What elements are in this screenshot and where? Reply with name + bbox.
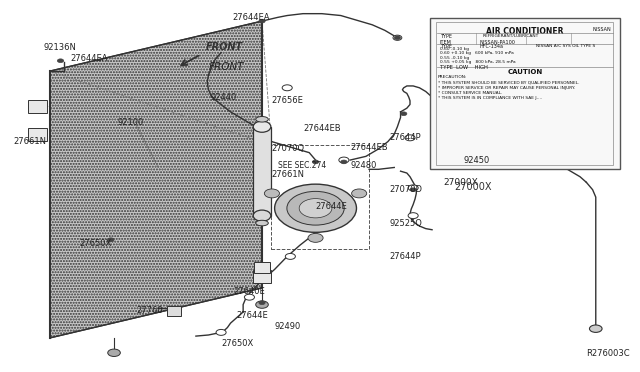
Circle shape	[285, 253, 296, 259]
Circle shape	[244, 294, 255, 300]
Text: NISSAN-PA100: NISSAN-PA100	[479, 40, 515, 45]
Text: TYPE: TYPE	[440, 44, 452, 49]
Circle shape	[393, 35, 402, 40]
Circle shape	[282, 85, 292, 91]
Circle shape	[401, 112, 407, 116]
Text: 27070D: 27070D	[390, 185, 423, 194]
Circle shape	[275, 184, 356, 232]
Text: * THIS SYSTEM SHOULD BE SERVICED BY QUALIFIED PERSONNEL.: * THIS SYSTEM SHOULD BE SERVICED BY QUAL…	[438, 80, 579, 84]
Text: 0.55 -0.10 kg: 0.55 -0.10 kg	[440, 55, 469, 60]
Text: 27661N: 27661N	[13, 137, 46, 146]
Polygon shape	[50, 21, 262, 338]
Text: SEE SEC.274: SEE SEC.274	[278, 161, 326, 170]
Ellipse shape	[253, 121, 271, 132]
Text: 92480: 92480	[350, 161, 376, 170]
Text: 92450: 92450	[463, 155, 490, 164]
Text: ITEM: ITEM	[440, 40, 451, 45]
Circle shape	[556, 161, 566, 167]
Text: * IMPROPER SERVICE OR REPAIR MAY CAUSE PERSONAL INJURY.: * IMPROPER SERVICE OR REPAIR MAY CAUSE P…	[438, 86, 575, 90]
Circle shape	[410, 188, 416, 192]
Text: 27644E: 27644E	[237, 311, 269, 320]
Text: AIR CONDITIONER: AIR CONDITIONER	[486, 28, 564, 36]
Text: 92440: 92440	[211, 93, 237, 102]
Text: 27644EB: 27644EB	[303, 124, 340, 133]
FancyBboxPatch shape	[436, 22, 613, 165]
Text: 27644EA: 27644EA	[232, 13, 270, 22]
Circle shape	[58, 59, 63, 62]
FancyBboxPatch shape	[167, 306, 180, 316]
Text: 27644E: 27644E	[316, 202, 348, 211]
Bar	[253, 127, 271, 216]
Text: FRONT: FRONT	[205, 42, 243, 52]
Circle shape	[259, 301, 265, 305]
Ellipse shape	[256, 220, 268, 226]
Ellipse shape	[253, 210, 271, 221]
Text: 27644EB: 27644EB	[350, 142, 388, 151]
Text: NISSAN: NISSAN	[593, 28, 611, 32]
FancyBboxPatch shape	[28, 128, 47, 141]
Text: REFRIGERANT/LUBRICANT: REFRIGERANT/LUBRICANT	[483, 34, 539, 38]
Text: * THIS SYSTEM IS IN COMPLIANCE WITH SAE J-...: * THIS SYSTEM IS IN COMPLIANCE WITH SAE …	[438, 96, 542, 100]
Circle shape	[256, 301, 268, 308]
FancyBboxPatch shape	[430, 18, 620, 169]
Text: 27661N: 27661N	[271, 170, 305, 179]
FancyBboxPatch shape	[253, 270, 271, 283]
Text: * CONSULT SERVICE MANUAL.: * CONSULT SERVICE MANUAL.	[438, 91, 502, 95]
Text: TYPE: TYPE	[440, 34, 452, 39]
Circle shape	[312, 160, 319, 164]
Circle shape	[108, 349, 120, 356]
Circle shape	[340, 160, 347, 164]
Circle shape	[287, 191, 344, 225]
FancyBboxPatch shape	[255, 262, 269, 273]
Circle shape	[216, 330, 226, 335]
Circle shape	[408, 213, 418, 219]
Circle shape	[259, 19, 265, 23]
Text: 27640E: 27640E	[234, 287, 266, 296]
Text: 92525Q: 92525Q	[390, 219, 423, 228]
Text: 27000X: 27000X	[443, 178, 477, 187]
Text: 92136N: 92136N	[44, 42, 76, 51]
Text: 27650X: 27650X	[79, 239, 111, 248]
Text: HFC-134a: HFC-134a	[479, 44, 503, 49]
Text: FRONT: FRONT	[209, 62, 244, 73]
Text: 27656E: 27656E	[271, 96, 303, 105]
Text: PRECAUTION:: PRECAUTION:	[438, 75, 467, 79]
Text: TYPE  LOW    HIGH: TYPE LOW HIGH	[440, 65, 488, 70]
Text: 27760: 27760	[136, 306, 163, 315]
Text: 27644EA: 27644EA	[70, 54, 108, 62]
Circle shape	[405, 135, 415, 141]
Text: CAUTION: CAUTION	[508, 68, 543, 74]
Text: 27000X: 27000X	[454, 182, 492, 192]
Ellipse shape	[256, 116, 268, 122]
Circle shape	[589, 325, 602, 333]
Circle shape	[351, 189, 367, 198]
Text: 92490: 92490	[275, 322, 301, 331]
FancyBboxPatch shape	[28, 100, 47, 113]
Text: 27070Q: 27070Q	[271, 144, 305, 153]
Text: 0.55 +0.05 kg   800 kPa, 28.5 mPa: 0.55 +0.05 kg 800 kPa, 28.5 mPa	[440, 60, 515, 64]
Text: 27644P: 27644P	[390, 133, 422, 142]
Text: 0.60 +0.10 kg   600 kPa, 910 mPa: 0.60 +0.10 kg 600 kPa, 910 mPa	[440, 51, 513, 55]
Circle shape	[264, 189, 280, 198]
Circle shape	[394, 36, 401, 39]
Text: 92100: 92100	[117, 119, 143, 128]
Circle shape	[299, 199, 332, 218]
Bar	[271, 145, 369, 249]
Text: 27644P: 27644P	[390, 252, 422, 261]
Text: 0.60 -0.10 kg: 0.60 -0.10 kg	[440, 46, 468, 51]
Circle shape	[408, 185, 418, 191]
Text: NISSAN A/C SYS OIL TYPE S: NISSAN A/C SYS OIL TYPE S	[536, 44, 595, 48]
Text: R276003C: R276003C	[586, 349, 630, 358]
Circle shape	[108, 238, 114, 241]
Text: 27650X: 27650X	[221, 339, 253, 348]
Circle shape	[308, 234, 323, 242]
Circle shape	[339, 157, 349, 163]
